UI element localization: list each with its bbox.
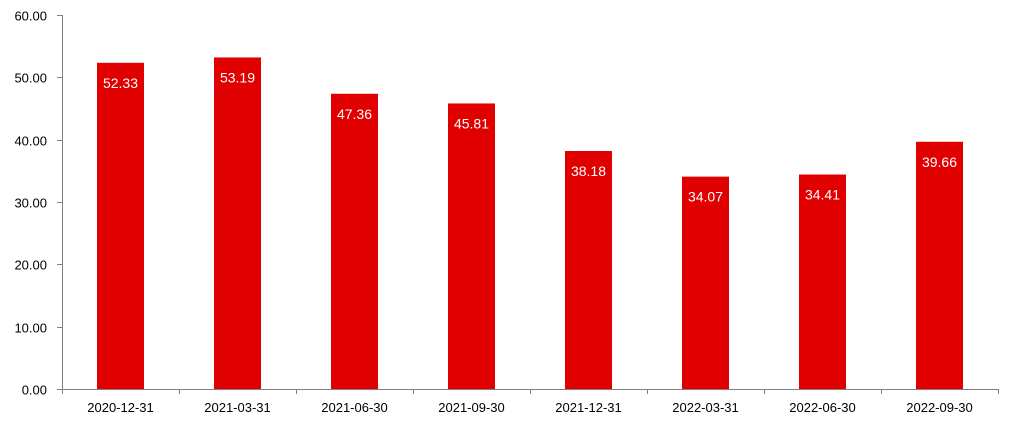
x-tick-label: 2021-06-30	[321, 400, 388, 415]
x-tick-label: 2021-12-31	[555, 400, 622, 415]
y-tick-label: 0.00	[22, 383, 47, 398]
bar	[565, 151, 612, 389]
bar-data-label: 45.81	[454, 115, 489, 131]
bar-data-label: 47.36	[337, 106, 372, 122]
x-tick-label: 2022-06-30	[789, 400, 856, 415]
x-tick-label: 2021-09-30	[438, 400, 505, 415]
x-tick-label: 2021-03-31	[204, 400, 271, 415]
y-tick-label: 20.00	[14, 258, 47, 273]
bar	[799, 174, 846, 389]
bar	[331, 93, 378, 389]
x-tick-label: 2022-03-31	[672, 400, 739, 415]
x-tick-label: 2020-12-31	[87, 400, 154, 415]
bar-data-label: 34.41	[805, 187, 840, 203]
y-tick-label: 10.00	[14, 321, 47, 336]
y-tick-label: 60.00	[14, 9, 47, 24]
bar	[97, 62, 144, 390]
y-tick-label: 40.00	[14, 134, 47, 149]
bar-data-label: 53.19	[220, 69, 255, 85]
bar-data-label: 34.07	[688, 189, 723, 205]
bars	[97, 57, 963, 390]
bar	[448, 103, 495, 390]
y-tick-label: 30.00	[14, 196, 47, 211]
y-axis: 0.00 10.00 20.00 30.00 40.00 50.00 60.00	[14, 9, 63, 398]
y-tick-label: 50.00	[14, 71, 47, 86]
bar	[682, 176, 729, 389]
bar-data-label: 39.66	[922, 154, 957, 170]
bar-data-label: 52.33	[103, 75, 138, 91]
bar-data-label: 38.18	[571, 163, 606, 179]
bar-labels: 52.33 53.19 47.36 45.81 38.18 34.07 34.41 39.66	[103, 69, 957, 204]
x-tick-label: 2022-09-30	[906, 400, 973, 415]
bar	[916, 141, 963, 389]
bar	[214, 57, 261, 389]
x-axis: 2020-12-31 2021-03-31 2021-06-30 2021-09-30…	[62, 389, 999, 415]
